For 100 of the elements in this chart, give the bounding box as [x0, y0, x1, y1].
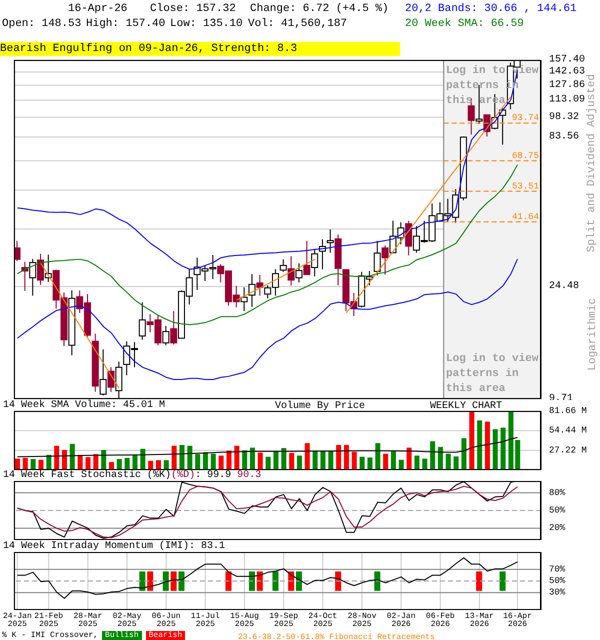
- bar: [484, 422, 490, 470]
- bar: [304, 443, 310, 470]
- bar: [210, 454, 216, 470]
- candlestick: [115, 361, 122, 399]
- y-tick-label: 70%: [549, 564, 566, 574]
- y-tick-label: 50%: [549, 506, 566, 516]
- y-tick-label: 127.86: [549, 80, 586, 91]
- text: Change: 6.72 (+4.5 %): [250, 2, 389, 16]
- line-series: [16, 436, 518, 458]
- candlestick: [405, 220, 412, 256]
- bar: [281, 448, 286, 470]
- candlestick: [295, 262, 302, 283]
- x-tick-label: 24-Oct 2025: [308, 612, 338, 629]
- bar: [179, 445, 184, 470]
- text: Logarithmic: [586, 298, 600, 371]
- y-tick-label: 27.22 M: [549, 445, 587, 456]
- bar: [124, 458, 130, 470]
- text: Vol: 41,560,187: [248, 17, 348, 31]
- text: 16-Apr-26: [68, 2, 128, 16]
- bar: [461, 438, 466, 470]
- bar: [54, 446, 60, 470]
- candlestick: [311, 248, 318, 277]
- candlestick: [100, 348, 107, 396]
- annotation: Log in to view patterns in this area: [446, 352, 540, 397]
- bar: [454, 456, 459, 470]
- candlestick: [303, 240, 310, 276]
- bar: [312, 451, 318, 470]
- bar: [336, 445, 342, 470]
- bar: [469, 411, 474, 470]
- chart-title: 14 Week Fast Stochastic: [3, 470, 142, 481]
- candlestick: [280, 258, 287, 272]
- x-tick-label: 28-Nov 2025: [348, 612, 377, 629]
- text: 20,2 Bands: 30.66 , 144.61: [405, 2, 577, 17]
- x-tick-label: 24-Jan 2025: [2, 612, 32, 629]
- bar: [30, 459, 36, 470]
- x-tick-label: 02-Jan 2026: [386, 612, 416, 629]
- bar: [375, 443, 380, 470]
- line-series: [16, 557, 518, 599]
- ref-line-label: 93.74: [512, 113, 539, 124]
- text: Close: 157.32: [150, 2, 236, 16]
- y-tick-label: 142.63: [549, 66, 586, 78]
- y-tick-label: 157.40: [549, 54, 586, 66]
- candlestick: [374, 240, 381, 276]
- bar: [422, 458, 428, 470]
- bar: [22, 458, 28, 470]
- bar: [164, 460, 169, 470]
- x-tick-label: 06-Feb 2026: [426, 612, 455, 629]
- bar: [250, 448, 255, 470]
- y-tick-label: 98.32: [549, 112, 580, 123]
- candlestick: [288, 256, 295, 286]
- text: Open: 148.53: [2, 17, 82, 31]
- candlestick: [326, 228, 334, 254]
- legend-title: % K - IMI Crossover,: [2, 631, 98, 640]
- y-tick-label: 30%: [549, 588, 566, 598]
- ref-line-label: 53.51: [512, 181, 539, 192]
- annotation: : 99.9: [195, 470, 232, 481]
- bar: [360, 456, 365, 470]
- bar: [172, 446, 177, 470]
- candlestick: [170, 310, 178, 345]
- bar: [116, 459, 122, 470]
- y-axis-title: Split and Dividend Adjusted: [586, 74, 598, 252]
- bar: [202, 452, 208, 470]
- candlestick: [29, 258, 36, 296]
- text: High: 157.40: [86, 17, 166, 31]
- bar: [477, 420, 482, 470]
- y-tick-label: 113.09: [549, 94, 586, 106]
- x-tick-label: 11-Jul 2025: [190, 612, 220, 629]
- bar: [430, 441, 436, 470]
- bar: [352, 452, 357, 470]
- text: Bullish: [102, 631, 142, 640]
- candlestick: [162, 325, 170, 346]
- y-tick-label: 54.44 M: [549, 426, 587, 436]
- bar: [70, 444, 75, 470]
- bar: [406, 448, 412, 470]
- x-tick-label: 06-Jun 2025: [152, 612, 181, 629]
- x-tick-label: 16-Apr 2026: [503, 612, 532, 629]
- candlestick: [138, 302, 146, 340]
- bar: [101, 450, 106, 470]
- text: 14 Week SMA Volume: 45.01 M: [3, 400, 166, 411]
- chart-title: 14 Week Intraday Momentum (IMI): 83.1: [3, 541, 226, 552]
- candlestick: [36, 253, 44, 286]
- bar: [156, 460, 161, 470]
- x-tick-label: 19-Sep 2025: [269, 612, 298, 629]
- y-tick-label: 80%: [549, 488, 566, 498]
- y-tick-label: 83.56: [549, 132, 580, 143]
- bar: [62, 450, 67, 470]
- x-tick-label: 15-Aug 2025: [230, 612, 260, 629]
- candlestick: [256, 274, 264, 296]
- x-tick-label: 02-May 2025: [112, 612, 142, 629]
- bar: [500, 428, 506, 470]
- annotation: 90.3: [236, 470, 262, 481]
- text: Low: 135.10: [170, 17, 243, 31]
- candlestick: [382, 244, 389, 276]
- text: Bearish Engulfing on 09-Jan-26, Strength: 8.3: [0, 42, 400, 56]
- x-tick-label: 21-Feb 2025: [34, 612, 64, 629]
- bar: [328, 451, 334, 470]
- bar: [226, 450, 232, 470]
- text: 20 Week SMA: 66.59: [405, 17, 525, 32]
- bar: [296, 456, 302, 470]
- text: Bearish: [146, 631, 186, 640]
